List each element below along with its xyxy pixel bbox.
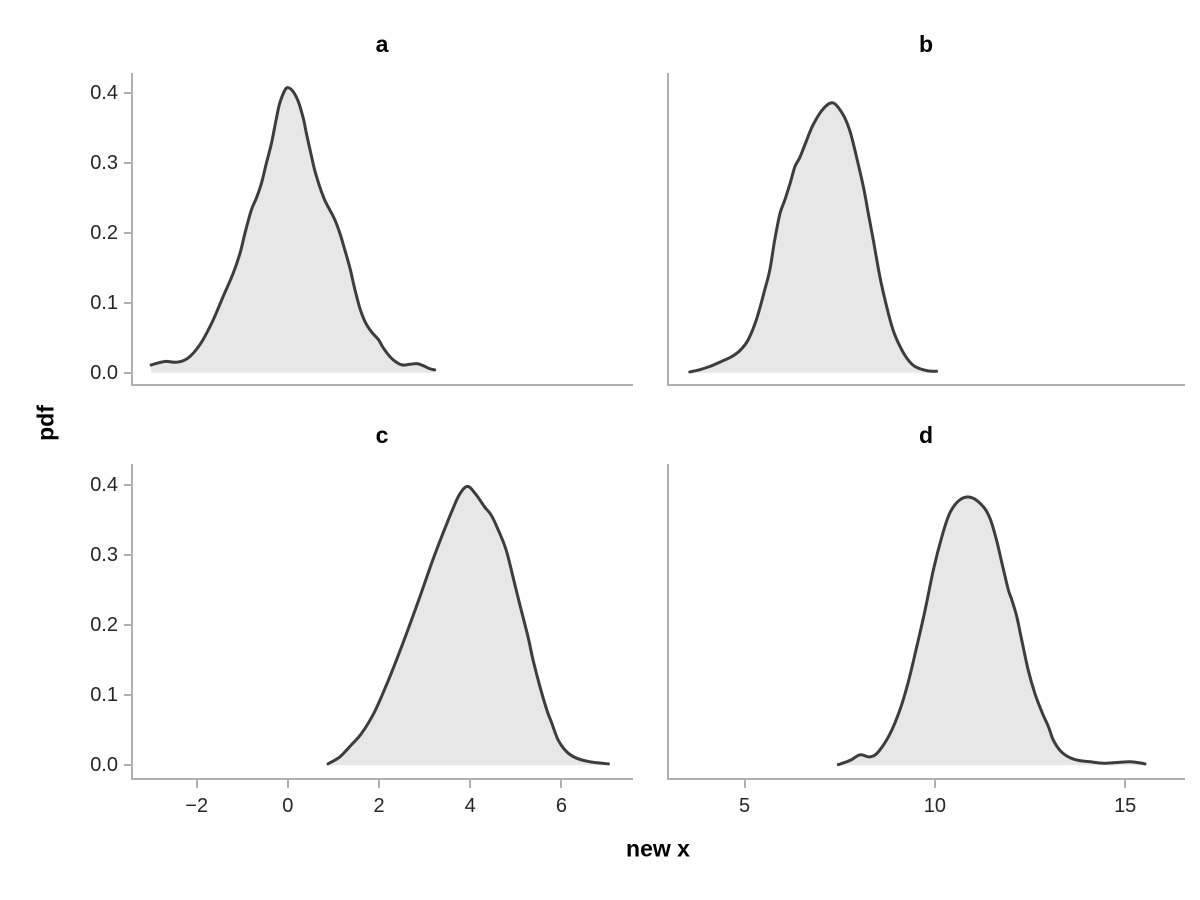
y-tick-label: 0.1 bbox=[90, 291, 118, 314]
x-tick-mark bbox=[560, 780, 563, 788]
x-tick-mark bbox=[469, 780, 472, 788]
y-tick-mark bbox=[124, 301, 131, 304]
x-tick-mark bbox=[378, 780, 380, 788]
y-tick-label: 0.2 bbox=[90, 222, 118, 244]
y-tick-mark bbox=[124, 764, 131, 767]
y-tick-mark bbox=[124, 371, 131, 374]
panel-a-plot bbox=[131, 73, 633, 386]
density-fill-d bbox=[838, 497, 1145, 766]
y-tick-label: 0.2 bbox=[90, 614, 118, 637]
panel-a-title: a bbox=[375, 31, 389, 57]
y-tick-label: 0.4 bbox=[90, 474, 118, 496]
density-curve-d bbox=[836, 495, 1147, 767]
y-tick-mark bbox=[124, 162, 131, 165]
density-fill-c bbox=[328, 486, 609, 766]
x-tick-mark bbox=[1124, 780, 1127, 788]
x-tick-mark bbox=[933, 780, 936, 788]
x-tick-label: 10 bbox=[923, 795, 947, 817]
panel-b-title: b bbox=[918, 31, 934, 57]
y-tick-label: 0.4 bbox=[90, 82, 118, 105]
y-tick-mark bbox=[124, 232, 131, 234]
y-axis-label: pdf bbox=[32, 405, 59, 441]
y-tick-label: 0.0 bbox=[90, 754, 118, 777]
panel-b-plot bbox=[667, 73, 1185, 386]
x-tick-label: 2 bbox=[373, 795, 385, 817]
y-tick-label: 0.3 bbox=[90, 544, 118, 567]
panel-c-title: c bbox=[375, 422, 389, 448]
y-tick-mark bbox=[124, 554, 131, 557]
density-curve-c bbox=[326, 484, 610, 766]
panel-d-title: d bbox=[918, 422, 934, 448]
x-tick-label: 6 bbox=[555, 795, 567, 817]
density-curve-a bbox=[149, 86, 437, 372]
density-curve-b bbox=[688, 101, 938, 374]
panel-d-plot bbox=[667, 464, 1185, 780]
y-tick-mark bbox=[124, 624, 131, 627]
x-tick-label: 15 bbox=[1114, 795, 1137, 817]
x-tick-label: 0 bbox=[282, 795, 294, 817]
y-tick-mark bbox=[124, 92, 131, 95]
density-fill-b bbox=[689, 102, 937, 373]
panel-c-plot bbox=[131, 464, 633, 780]
y-tick-mark bbox=[124, 484, 131, 486]
x-tick-mark bbox=[195, 780, 198, 788]
y-tick-label: 0.3 bbox=[90, 152, 118, 175]
y-tick-mark bbox=[124, 694, 131, 697]
x-tick-label: −2 bbox=[185, 795, 209, 817]
density-fill-a bbox=[151, 87, 435, 373]
x-tick-label: 5 bbox=[739, 795, 751, 817]
x-tick-mark bbox=[286, 780, 289, 788]
x-tick-mark bbox=[743, 780, 746, 788]
x-axis-label: new x bbox=[626, 835, 690, 862]
x-tick-label: 4 bbox=[464, 795, 476, 817]
y-tick-label: 0.0 bbox=[90, 361, 118, 384]
y-tick-label: 0.1 bbox=[90, 684, 118, 707]
